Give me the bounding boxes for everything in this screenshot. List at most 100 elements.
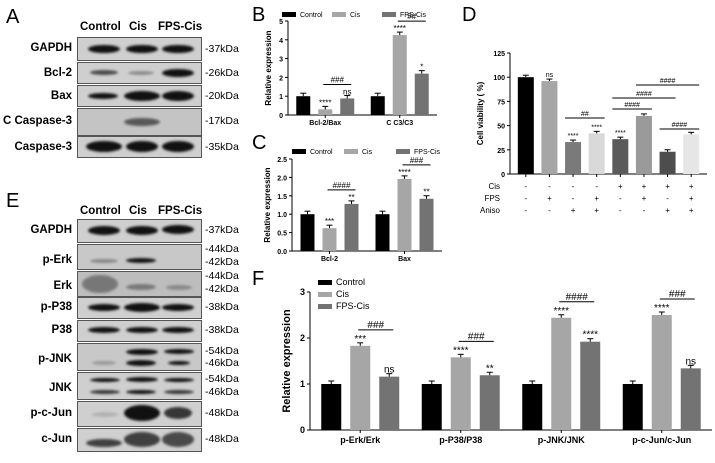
svg-text:4: 4 bbox=[279, 38, 283, 45]
svg-text:###: ### bbox=[367, 320, 384, 331]
kda-label: -35kDa bbox=[205, 141, 239, 153]
svg-text:####: #### bbox=[333, 181, 351, 190]
svg-text:-: - bbox=[548, 206, 551, 215]
western-blot-a: Control Cis FPS-Cis GAPDH -37kDa Bcl-2 -… bbox=[0, 0, 250, 190]
svg-text:-: - bbox=[572, 182, 575, 191]
svg-text:####: #### bbox=[660, 78, 676, 85]
blot-row: GAPDH -37kDa bbox=[0, 37, 250, 61]
panel-d-letter: D bbox=[462, 4, 477, 26]
protein-label: c-Jun bbox=[41, 433, 72, 445]
svg-text:C C3/C3: C C3/C3 bbox=[386, 120, 413, 127]
svg-text:****: **** bbox=[553, 306, 569, 317]
protein-label: p-P38 bbox=[40, 301, 72, 313]
svg-text:Relative expression: Relative expression bbox=[264, 30, 273, 105]
blot-row: C Caspase-3 -17kDa bbox=[0, 108, 250, 136]
svg-text:1.0: 1.0 bbox=[277, 212, 287, 219]
svg-text:****: **** bbox=[453, 345, 469, 356]
lane-control: Control bbox=[80, 21, 121, 33]
svg-text:ns: ns bbox=[546, 72, 554, 79]
svg-text:###: ### bbox=[331, 75, 345, 84]
svg-text:**: ** bbox=[423, 188, 429, 197]
svg-text:***: *** bbox=[325, 217, 334, 226]
svg-text:50: 50 bbox=[497, 124, 505, 131]
svg-text:+: + bbox=[594, 194, 599, 203]
svg-text:0: 0 bbox=[300, 425, 305, 435]
svg-text:+: + bbox=[665, 206, 670, 215]
kda-label: -54kDa bbox=[205, 373, 239, 385]
svg-text:****: **** bbox=[582, 330, 598, 341]
kda-label: -46kDa bbox=[205, 357, 239, 369]
lane-fps-cis: FPS-Cis bbox=[158, 205, 203, 217]
svg-text:****: **** bbox=[591, 124, 602, 131]
protein-label: p-Erk bbox=[42, 254, 72, 266]
svg-text:+: + bbox=[689, 206, 694, 215]
kda-label: -44kDa bbox=[205, 270, 239, 282]
western-blot-e: Control Cis FPS-Cis GAPDH -37kDa p-Erk -… bbox=[0, 0, 250, 458]
kda-label: -37kDa bbox=[205, 43, 239, 55]
svg-text:+: + bbox=[618, 182, 623, 191]
chart-b-bcl2-bax-c3: 0 1 2 3 4 5 Relative expression Bcl-2/Bax **** ns… bbox=[262, 0, 442, 130]
svg-text:1.5: 1.5 bbox=[277, 194, 287, 201]
kda-label: -37kDa bbox=[205, 224, 239, 236]
chart-c-bcl2-bax: 0.0 0.5 1.0 1.5 2.0 2.5 Relative expression Bcl… bbox=[262, 135, 447, 265]
kda-label: -17kDa bbox=[205, 115, 239, 127]
svg-text:p-JNK/JNK: p-JNK/JNK bbox=[538, 435, 586, 445]
svg-text:####: #### bbox=[624, 102, 640, 109]
protein-label: p-c-Jun bbox=[30, 407, 72, 419]
kda-label: -42kDa bbox=[205, 283, 239, 295]
svg-text:##: ## bbox=[407, 12, 416, 21]
svg-text:3: 3 bbox=[300, 287, 305, 297]
kda-label: -20kDa bbox=[205, 90, 239, 102]
svg-text:###: ### bbox=[410, 156, 424, 165]
svg-text:Control: Control bbox=[300, 12, 323, 19]
svg-text:+: + bbox=[642, 182, 647, 191]
svg-text:100: 100 bbox=[493, 75, 505, 82]
svg-text:Control: Control bbox=[310, 149, 333, 156]
svg-text:****: **** bbox=[319, 98, 331, 107]
svg-text:-: - bbox=[572, 194, 575, 203]
svg-text:Relative expression: Relative expression bbox=[263, 167, 272, 242]
protein-label: JNK bbox=[48, 382, 72, 394]
svg-text:###: ### bbox=[669, 289, 686, 300]
svg-text:-: - bbox=[595, 182, 598, 191]
blot-row: Bax -20kDa bbox=[0, 85, 250, 107]
svg-text:FPS-Cis: FPS-Cis bbox=[336, 301, 370, 311]
kda-label: -48kDa bbox=[205, 433, 239, 445]
svg-text:Bcl-2: Bcl-2 bbox=[321, 256, 338, 263]
svg-text:ns: ns bbox=[343, 87, 351, 96]
svg-text:75: 75 bbox=[497, 99, 505, 106]
svg-text:+: + bbox=[665, 182, 670, 191]
svg-text:2: 2 bbox=[300, 333, 305, 343]
svg-text:+: + bbox=[594, 206, 599, 215]
svg-text:Bcl-2/Bax: Bcl-2/Bax bbox=[309, 120, 341, 127]
svg-text:-: - bbox=[524, 206, 527, 215]
kda-label: -46kDa bbox=[205, 386, 239, 398]
svg-text:p-c-Jun/c-Jun: p-c-Jun/c-Jun bbox=[632, 435, 691, 445]
lane-fps-cis: FPS-Cis bbox=[158, 21, 203, 33]
svg-text:-: - bbox=[619, 206, 622, 215]
svg-text:Bax: Bax bbox=[398, 256, 411, 263]
kda-label: -42kDa bbox=[205, 256, 239, 268]
svg-text:-: - bbox=[643, 206, 646, 215]
panel-c-letter: C bbox=[252, 132, 267, 154]
protein-label: p-JNK bbox=[38, 353, 72, 365]
svg-text:###: ### bbox=[468, 331, 485, 342]
svg-text:-: - bbox=[524, 194, 527, 203]
svg-text:Aniso: Aniso bbox=[480, 206, 501, 215]
svg-text:Cis: Cis bbox=[350, 12, 361, 19]
svg-text:125: 125 bbox=[493, 51, 505, 58]
svg-text:p-Erk/Erk: p-Erk/Erk bbox=[340, 435, 381, 445]
svg-text:FPS-Cis: FPS-Cis bbox=[400, 12, 427, 19]
svg-text:+: + bbox=[571, 206, 576, 215]
svg-text:-: - bbox=[524, 182, 527, 191]
svg-text:2.0: 2.0 bbox=[277, 175, 287, 182]
panel-f-letter: F bbox=[252, 268, 265, 290]
svg-text:FPS: FPS bbox=[484, 194, 500, 203]
protein-label: Bcl-2 bbox=[43, 67, 72, 79]
svg-text:Cell viability ( %): Cell viability ( %) bbox=[476, 81, 485, 145]
svg-text:+: + bbox=[547, 194, 552, 203]
panel-b-letter: B bbox=[252, 4, 266, 26]
svg-text:3: 3 bbox=[279, 57, 283, 64]
kda-label: -38kDa bbox=[205, 324, 239, 336]
svg-text:Relative expression: Relative expression bbox=[281, 309, 293, 413]
